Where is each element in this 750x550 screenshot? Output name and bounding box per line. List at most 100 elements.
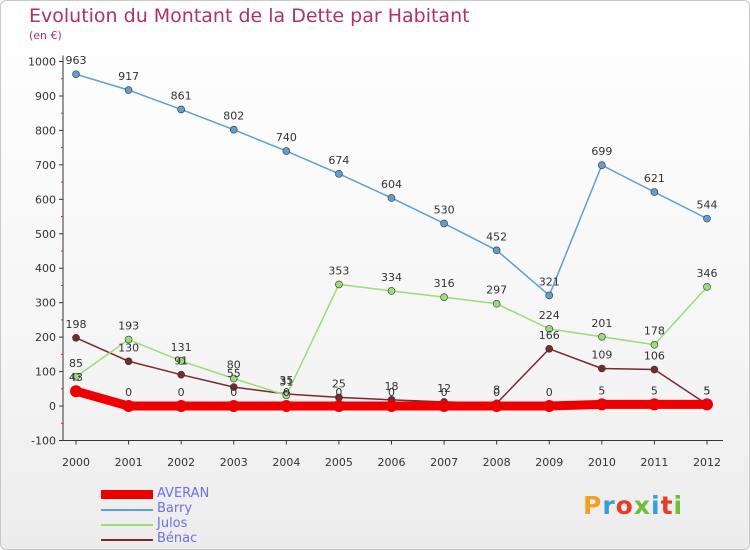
proxiti-logo: Proxiti	[583, 491, 683, 520]
data-label: 0	[493, 386, 500, 399]
data-point	[545, 345, 554, 353]
data-label: 321	[539, 275, 560, 288]
data-label: 106	[644, 350, 665, 363]
x-tick-label: 2000	[62, 456, 90, 469]
data-label: 0	[441, 386, 448, 399]
data-label: 530	[434, 203, 455, 216]
data-label: 0	[546, 386, 553, 399]
data-point	[650, 188, 659, 196]
data-point	[703, 214, 711, 223]
x-tick-label: 2002	[167, 456, 195, 469]
x-tick-label: 2001	[115, 456, 143, 469]
x-tick-label: 2005	[325, 456, 353, 469]
data-label: 12	[437, 382, 451, 395]
legend-swatch	[101, 509, 153, 511]
data-point	[492, 299, 501, 308]
y-tick-label: 600	[35, 193, 56, 206]
data-label: 178	[644, 325, 665, 338]
logo-letter: o	[615, 491, 634, 520]
data-point	[438, 400, 451, 413]
data-label: 699	[591, 145, 612, 158]
y-tick-label: 800	[35, 124, 56, 137]
data-label: 85	[69, 357, 83, 370]
x-tick-label: 2003	[220, 456, 248, 469]
data-point	[227, 400, 240, 413]
data-label: 198	[66, 318, 87, 331]
data-label: 544	[697, 199, 718, 212]
data-label: 91	[174, 355, 188, 368]
data-label: 346	[697, 267, 718, 280]
data-point	[387, 287, 396, 295]
data-point	[177, 357, 185, 365]
data-label: 224	[539, 309, 560, 322]
data-point	[650, 365, 659, 374]
data-label: 740	[276, 131, 297, 144]
data-point	[701, 398, 713, 411]
data-label: 8	[493, 383, 500, 396]
data-label: 0	[388, 386, 395, 399]
data-label: 802	[223, 110, 244, 123]
data-point	[122, 400, 135, 413]
logo-letter: x	[633, 491, 651, 520]
data-label: 5	[651, 384, 658, 397]
data-point	[229, 374, 238, 383]
data-label: 18	[385, 380, 399, 393]
data-point	[280, 400, 293, 413]
legend-label: Bénac	[157, 531, 198, 546]
data-point	[650, 340, 659, 349]
data-label: 0	[230, 386, 237, 399]
legend-label: Julos	[157, 516, 188, 531]
data-label: 201	[591, 317, 612, 330]
data-point	[335, 280, 343, 289]
data-label: 35	[279, 374, 293, 387]
y-tick-label: 500	[35, 228, 56, 241]
x-tick-label: 2012	[693, 456, 721, 469]
data-label: 5	[704, 384, 711, 397]
data-point	[387, 194, 396, 202]
data-label: 316	[434, 277, 455, 290]
data-point	[332, 400, 345, 413]
logo-letter: i	[673, 491, 684, 520]
x-tick-label: 2010	[588, 456, 616, 469]
data-point	[648, 398, 661, 411]
data-label: 31	[279, 375, 293, 388]
y-tick-label: 900	[35, 90, 56, 103]
data-point	[490, 400, 503, 413]
data-label: 0	[178, 386, 185, 399]
x-tick-label: 2007	[430, 456, 458, 469]
data-point	[72, 70, 80, 79]
data-point	[72, 334, 80, 342]
data-point	[385, 400, 398, 413]
data-label: 452	[486, 230, 507, 243]
data-point	[703, 283, 711, 291]
x-tick-label: 2006	[378, 456, 406, 469]
data-point	[545, 291, 554, 300]
chart-title: Evolution du Montant de la Dette par Hab…	[29, 5, 470, 27]
x-tick-label: 2011	[640, 456, 668, 469]
data-point	[598, 161, 606, 170]
data-point	[175, 400, 188, 413]
data-point	[335, 170, 343, 178]
data-point	[282, 147, 291, 155]
data-label: 0	[335, 386, 342, 399]
data-point	[177, 105, 185, 114]
data-point	[124, 357, 133, 366]
data-point	[598, 364, 606, 373]
logo-letter: i	[651, 491, 661, 520]
y-tick-label: 200	[35, 331, 56, 344]
y-tick-label: 300	[35, 297, 56, 310]
data-label: 131	[171, 341, 192, 354]
x-tick-label: 2009	[535, 456, 563, 469]
logo-letter: r	[602, 491, 616, 520]
data-point	[543, 400, 556, 413]
chart-subtitle: (en €)	[29, 29, 62, 42]
y-tick-label: 1000	[28, 56, 56, 69]
data-point	[124, 86, 133, 94]
y-tick-label: -100	[31, 435, 56, 448]
data-point	[545, 325, 554, 333]
data-point	[282, 391, 291, 400]
data-label: 861	[171, 89, 192, 102]
data-label: 621	[644, 172, 665, 185]
